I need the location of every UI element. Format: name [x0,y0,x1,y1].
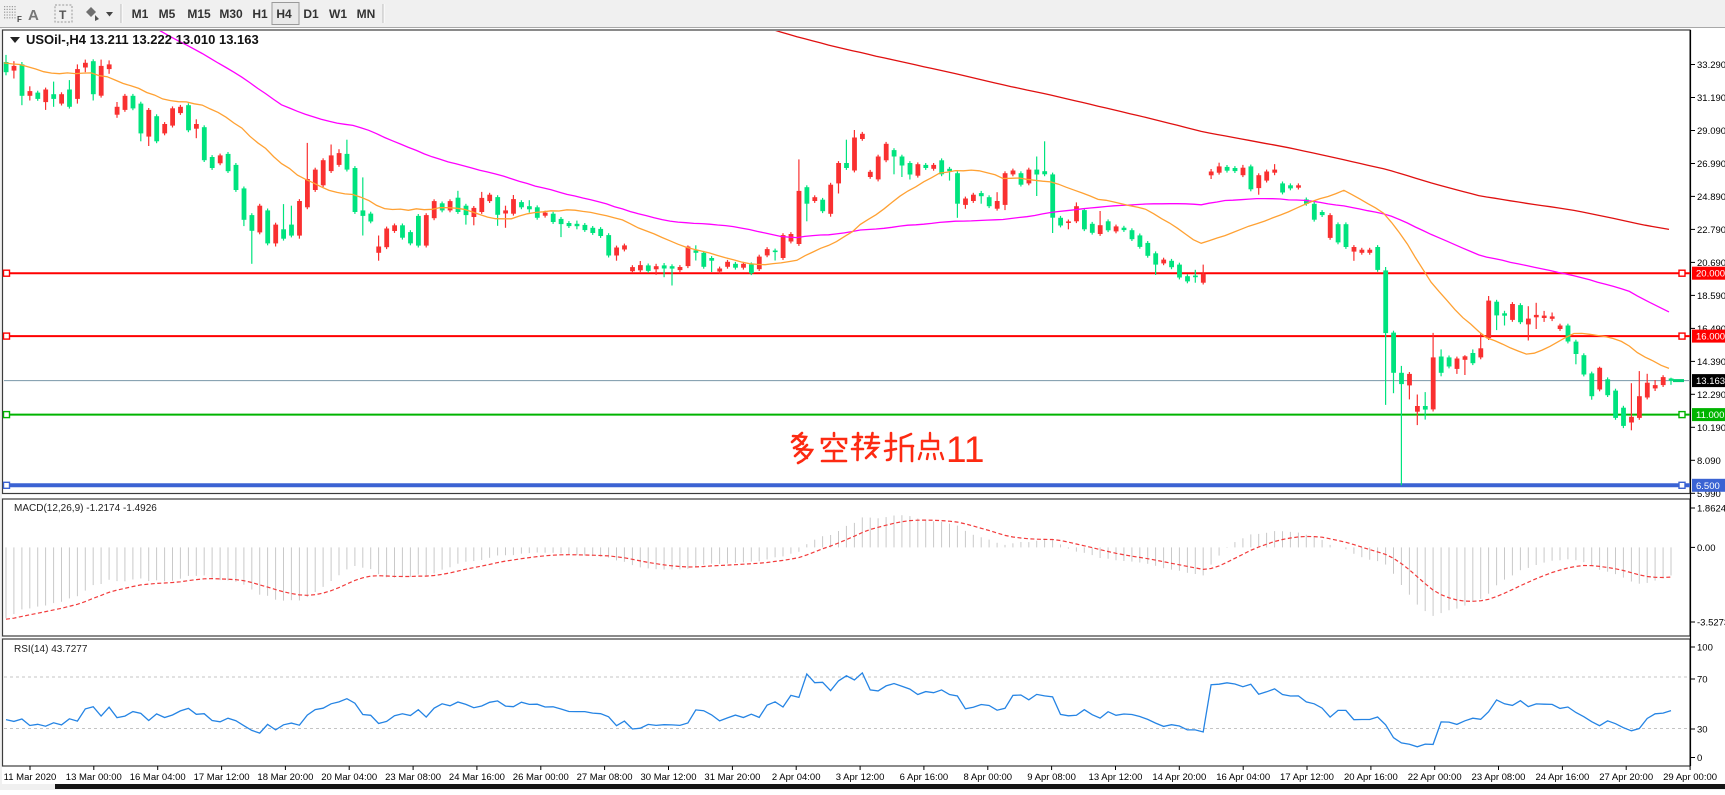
svg-text:13 Mar 00:00: 13 Mar 00:00 [66,772,122,783]
svg-text:F: F [17,15,22,24]
svg-text:H4: H4 [276,7,292,21]
svg-text:26.990: 26.990 [1697,159,1725,170]
svg-text:11 Mar 2020: 11 Mar 2020 [4,772,57,783]
svg-text:31.190: 31.190 [1697,93,1725,104]
svg-text:RSI(14) 43.7277: RSI(14) 43.7277 [14,644,88,655]
svg-text:1.8624: 1.8624 [1697,504,1725,515]
svg-text:13 Apr 12:00: 13 Apr 12:00 [1089,772,1143,783]
svg-text:T: T [59,8,67,22]
svg-text:16 Mar 04:00: 16 Mar 04:00 [130,772,186,783]
svg-text:16.000: 16.000 [1696,332,1725,343]
svg-text:16 Apr 04:00: 16 Apr 04:00 [1216,772,1270,783]
svg-text:6 Apr 16:00: 6 Apr 16:00 [900,772,949,783]
svg-text:16.490: 16.490 [1697,324,1725,335]
svg-text:17 Mar 12:00: 17 Mar 12:00 [194,772,250,783]
svg-text:27 Mar 08:00: 27 Mar 08:00 [577,772,633,783]
svg-text:18.590: 18.590 [1697,291,1725,302]
svg-text:13.163: 13.163 [1696,376,1725,387]
svg-text:11: 11 [946,429,984,470]
svg-text:29.090: 29.090 [1697,126,1725,137]
svg-text:M1: M1 [132,7,149,21]
svg-text:2 Apr 04:00: 2 Apr 04:00 [772,772,821,783]
svg-text:20 Mar 04:00: 20 Mar 04:00 [321,772,377,783]
svg-text:30 Mar 12:00: 30 Mar 12:00 [641,772,697,783]
svg-text:11.000: 11.000 [1696,410,1724,421]
svg-text:USOil-,H4 13.211 13.222 13.01: USOil-,H4 13.211 13.222 13.010 13.163 [26,32,259,47]
svg-text:5.990: 5.990 [1697,489,1721,500]
svg-text:MACD(12,26,9) -1.2174 -1.4926: MACD(12,26,9) -1.2174 -1.4926 [14,503,157,514]
svg-text:14.390: 14.390 [1697,357,1725,368]
svg-text:0: 0 [1697,753,1702,764]
svg-text:18 Mar 20:00: 18 Mar 20:00 [257,772,313,783]
svg-text:M15: M15 [187,7,211,21]
svg-text:A: A [28,7,39,24]
svg-text:22 Apr 00:00: 22 Apr 00:00 [1408,772,1462,783]
svg-text:6.500: 6.500 [1696,481,1720,492]
svg-text:W1: W1 [329,7,347,21]
svg-text:23 Mar 08:00: 23 Mar 08:00 [385,772,441,783]
svg-text:14 Apr 20:00: 14 Apr 20:00 [1152,772,1206,783]
svg-text:22.790: 22.790 [1697,225,1725,236]
svg-text:MN: MN [357,7,376,21]
svg-text:29 Apr 00:00: 29 Apr 00:00 [1663,772,1717,783]
svg-text:M5: M5 [159,7,176,21]
svg-text:27 Apr 20:00: 27 Apr 20:00 [1599,772,1653,783]
svg-text:8 Apr 00:00: 8 Apr 00:00 [963,772,1012,783]
svg-text:26 Mar 00:00: 26 Mar 00:00 [513,772,569,783]
svg-text:33.290: 33.290 [1697,60,1725,71]
svg-text:8.090: 8.090 [1697,456,1721,467]
svg-text:31 Mar 20:00: 31 Mar 20:00 [704,772,760,783]
svg-text:H1: H1 [252,7,268,21]
svg-text:24 Apr 16:00: 24 Apr 16:00 [1535,772,1589,783]
svg-text:M30: M30 [219,7,243,21]
svg-text:24 Mar 16:00: 24 Mar 16:00 [449,772,505,783]
svg-text:10.190: 10.190 [1697,423,1725,434]
svg-text:20 Apr 16:00: 20 Apr 16:00 [1344,772,1398,783]
svg-text:-3.5273: -3.5273 [1697,618,1725,629]
svg-text:20.000: 20.000 [1696,269,1725,280]
svg-text:12.290: 12.290 [1697,390,1725,401]
svg-text:20.690: 20.690 [1697,258,1725,269]
svg-text:100: 100 [1697,643,1713,654]
svg-text:23 Apr 08:00: 23 Apr 08:00 [1472,772,1526,783]
svg-text:30: 30 [1697,725,1708,736]
svg-text:D1: D1 [303,7,319,21]
svg-text:70: 70 [1697,675,1708,686]
svg-text:3 Apr 12:00: 3 Apr 12:00 [836,772,885,783]
svg-text:24.890: 24.890 [1697,192,1725,203]
svg-text:0.00: 0.00 [1697,543,1716,554]
svg-text:9 Apr 08:00: 9 Apr 08:00 [1027,772,1076,783]
svg-text:17 Apr 12:00: 17 Apr 12:00 [1280,772,1334,783]
